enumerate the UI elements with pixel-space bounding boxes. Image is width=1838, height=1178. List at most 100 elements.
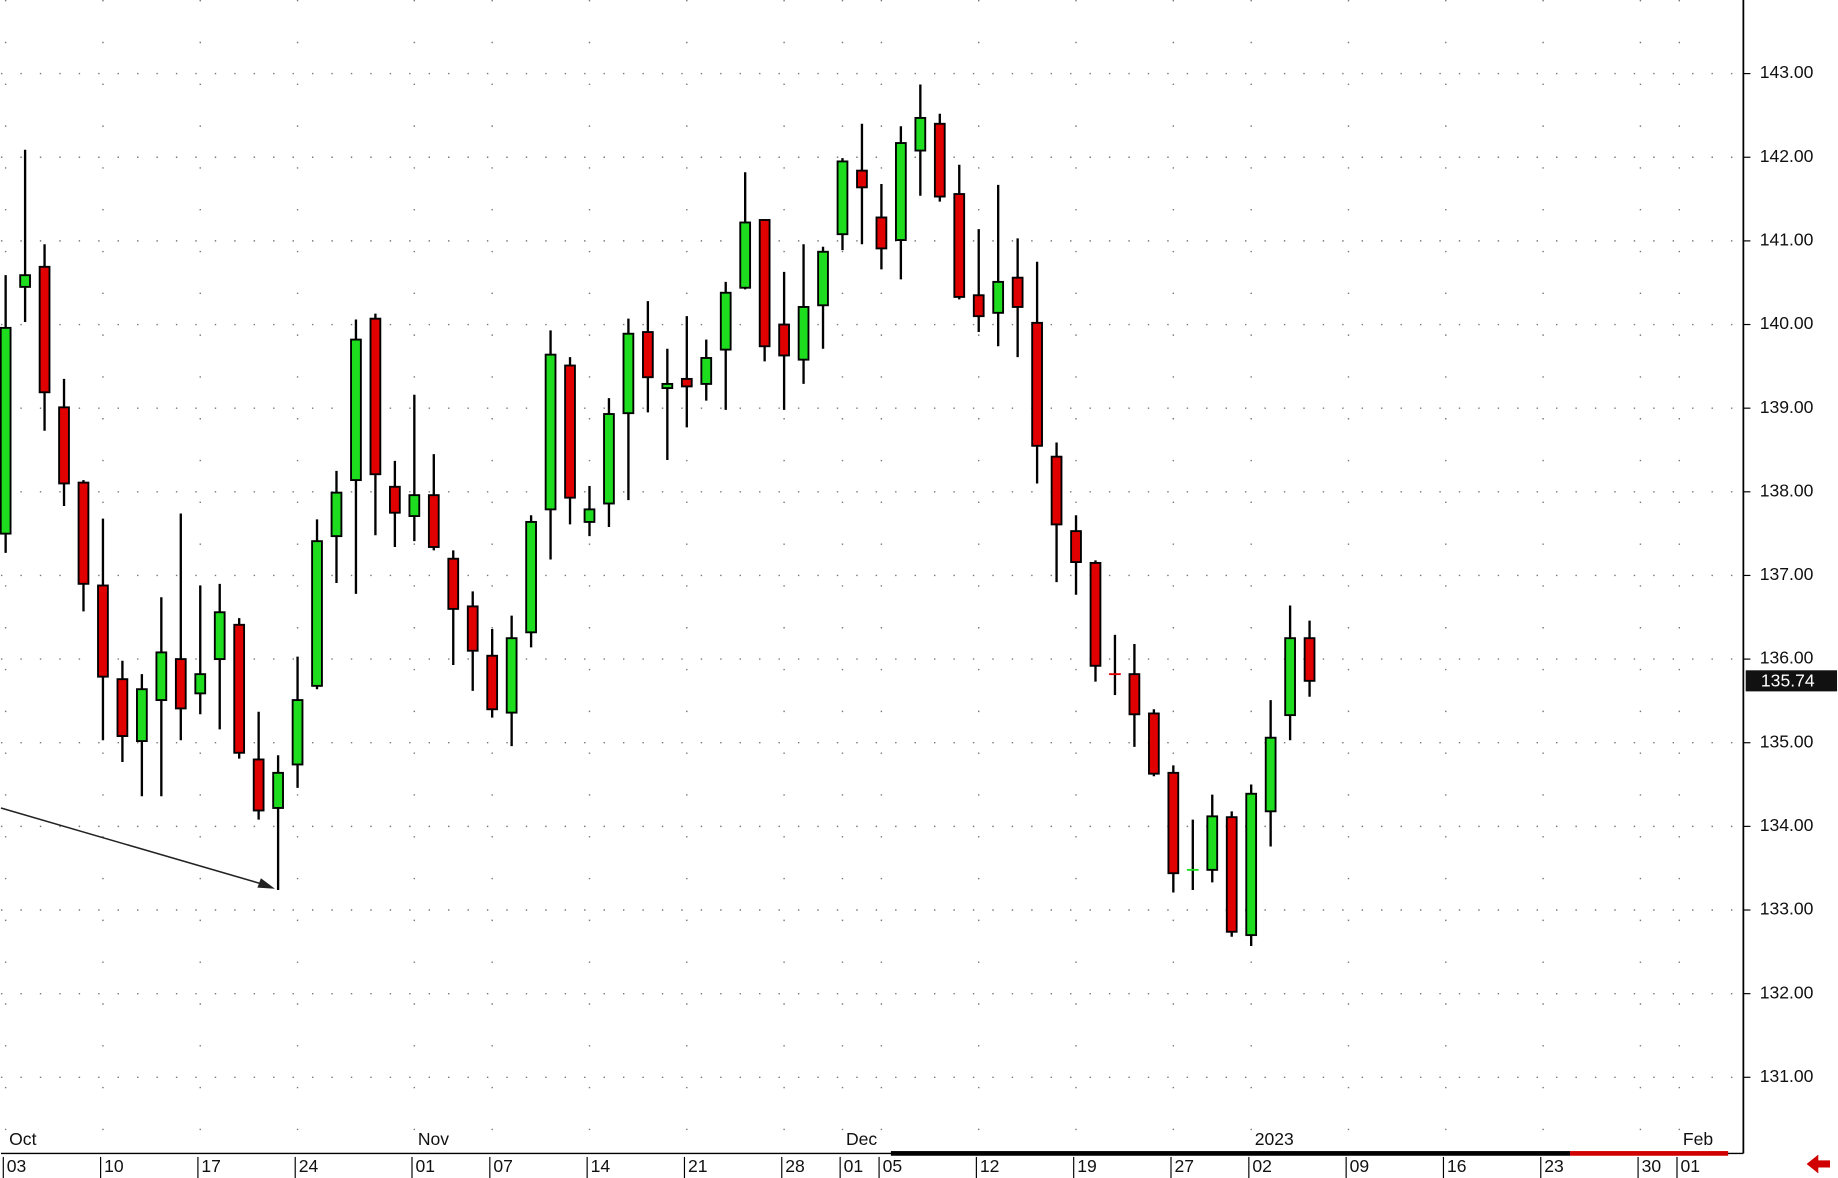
candle-body bbox=[1303, 637, 1316, 682]
candle-body bbox=[486, 654, 499, 711]
scroll-arrow[interactable] bbox=[1806, 1154, 1831, 1174]
y-tick-label: 136.00 bbox=[1760, 648, 1814, 668]
candle-body bbox=[466, 605, 479, 652]
candle-body bbox=[1109, 673, 1121, 676]
x-tick-label: 16 bbox=[1447, 1156, 1467, 1176]
x-tick-label: 14 bbox=[591, 1156, 611, 1176]
candle-body bbox=[116, 678, 129, 737]
x-tick-label: 27 bbox=[1175, 1156, 1195, 1176]
candle-body bbox=[155, 651, 168, 702]
x-tick-label: 24 bbox=[299, 1156, 319, 1176]
x-tick-label: 21 bbox=[688, 1156, 708, 1176]
month-label: Feb bbox=[1683, 1129, 1713, 1149]
x-tick-label: 09 bbox=[1350, 1156, 1370, 1176]
x-tick-label: 01 bbox=[416, 1156, 436, 1176]
candle-body bbox=[1225, 816, 1238, 933]
x-tick-label: 23 bbox=[1544, 1156, 1564, 1176]
candle-body bbox=[933, 122, 946, 198]
candle-body bbox=[97, 584, 109, 678]
y-tick-label: 135.00 bbox=[1760, 731, 1814, 751]
candle-body bbox=[836, 160, 849, 236]
candle-body bbox=[1031, 321, 1043, 447]
candle-body bbox=[700, 357, 713, 385]
candle-body bbox=[739, 221, 752, 289]
candle-body bbox=[350, 338, 362, 482]
x-tick-label: 03 bbox=[7, 1156, 27, 1176]
candle-body bbox=[233, 623, 246, 754]
candle-body bbox=[583, 508, 596, 523]
candle-body bbox=[427, 494, 440, 548]
candle-body bbox=[856, 169, 868, 189]
arrow-head bbox=[257, 878, 275, 889]
candle-body bbox=[58, 406, 70, 485]
candle-body bbox=[622, 332, 635, 415]
candle-body bbox=[817, 250, 829, 307]
y-tick-label: 131.00 bbox=[1760, 1066, 1814, 1086]
y-tick-label: 134.00 bbox=[1760, 815, 1814, 835]
candle-body bbox=[0, 326, 12, 535]
y-tick-label: 139.00 bbox=[1760, 397, 1814, 417]
candle-body bbox=[136, 688, 148, 742]
candle-body bbox=[992, 280, 1005, 314]
candle-body bbox=[213, 611, 226, 661]
candle-body bbox=[1264, 736, 1277, 813]
scrollbar[interactable] bbox=[890, 1151, 1571, 1156]
y-tick-label: 140.00 bbox=[1760, 313, 1814, 333]
last-price-box bbox=[1745, 670, 1838, 692]
candle-body bbox=[1011, 276, 1024, 308]
candle-body bbox=[1070, 530, 1082, 564]
month-label: Oct bbox=[9, 1129, 36, 1149]
candle-body bbox=[330, 491, 343, 538]
candle-body bbox=[77, 481, 90, 585]
y-tick-label: 143.00 bbox=[1760, 62, 1814, 82]
candle-body bbox=[1167, 771, 1180, 875]
candle-body bbox=[895, 142, 907, 241]
candle-body bbox=[914, 116, 927, 152]
candle-body bbox=[389, 485, 401, 514]
x-tick-label: 10 bbox=[104, 1156, 124, 1176]
candle-body bbox=[525, 520, 537, 634]
candle-body bbox=[311, 540, 323, 687]
candle-body bbox=[408, 494, 421, 518]
candle-body bbox=[1284, 637, 1296, 717]
labels: 131.00 132.00 133.00 134.00 135.00 136.00 137.… bbox=[2, 62, 1838, 1178]
candle-body bbox=[972, 294, 985, 318]
candle-body bbox=[252, 758, 265, 812]
month-label: Nov bbox=[418, 1129, 449, 1149]
candle-body bbox=[1186, 868, 1199, 871]
month-label: 2023 bbox=[1255, 1129, 1294, 1149]
candles bbox=[0, 84, 1316, 946]
y-tick-label: 142.00 bbox=[1760, 146, 1814, 166]
candle-body bbox=[174, 658, 187, 710]
x-tick-label: 02 bbox=[1252, 1156, 1272, 1176]
candle-body bbox=[291, 699, 304, 766]
candle-body bbox=[661, 382, 674, 390]
candle-body bbox=[38, 265, 51, 394]
candle-body bbox=[272, 771, 284, 809]
last-price-label: 135.74 bbox=[1761, 671, 1815, 691]
candle-body bbox=[1148, 712, 1160, 775]
x-tick-label: 01 bbox=[1681, 1156, 1701, 1176]
candle-body bbox=[875, 216, 888, 250]
y-tick-label: 138.00 bbox=[1760, 480, 1814, 500]
candle-body bbox=[1206, 815, 1219, 871]
candle-body bbox=[1245, 792, 1258, 937]
x-tick-label: 12 bbox=[980, 1156, 1000, 1176]
x-tick-label: 01 bbox=[844, 1156, 864, 1176]
candle-body bbox=[953, 193, 966, 298]
candle-body bbox=[369, 317, 382, 476]
x-tick-label: 07 bbox=[493, 1156, 513, 1176]
candle-body bbox=[778, 323, 790, 357]
x-tick-label: 05 bbox=[883, 1156, 903, 1176]
y-tick-label: 132.00 bbox=[1760, 982, 1814, 1002]
x-tick-label: 19 bbox=[1077, 1156, 1097, 1176]
scrollbar-end[interactable] bbox=[1570, 1151, 1729, 1156]
candle-body bbox=[1050, 455, 1063, 526]
candle-body bbox=[505, 637, 518, 714]
x-tick-label: 28 bbox=[785, 1156, 805, 1176]
annotation-arrow bbox=[0, 807, 271, 888]
candle-body bbox=[680, 377, 693, 388]
candle-body bbox=[447, 557, 460, 610]
candle-body bbox=[797, 306, 810, 361]
